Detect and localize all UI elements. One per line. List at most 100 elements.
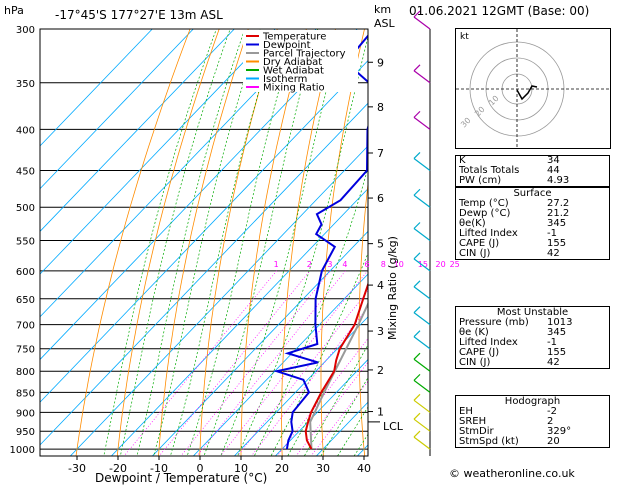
- wind-barb-staff: [413, 258, 431, 272]
- km-tick-label: 9: [377, 56, 384, 69]
- dry-adiabat: [320, 29, 365, 456]
- wind-barb-staff: [413, 312, 431, 326]
- mixing-ratio-line: [180, 270, 331, 456]
- wind-barb-staff: [413, 399, 431, 413]
- mixing-ratio-line: [295, 361, 368, 456]
- wind-barb-flag: [413, 110, 421, 118]
- most_unstable-row: Lifted Index -1: [456, 338, 609, 348]
- surface-row-value: 21.2: [547, 208, 570, 219]
- surface-row: Dewp (°C) 21.2: [456, 209, 609, 219]
- wind-barb-staff: [413, 358, 431, 372]
- hodograph-ring-label: 20: [473, 105, 487, 119]
- most_unstable-row-label: CIN (J): [459, 357, 491, 368]
- wind-barb-flag: [413, 306, 421, 314]
- isotherm-line: [233, 316, 368, 456]
- hodograph-ring-label: 30: [459, 116, 473, 130]
- hodograph-panel: kt 10 20 30: [455, 28, 611, 149]
- km-tick-label: 1: [377, 406, 384, 419]
- legend-label: Dewpoint: [263, 40, 311, 51]
- lcl-label: LCL: [383, 420, 404, 433]
- most_unstable-row-value: -1: [547, 337, 557, 348]
- temperature-tick-label: 0: [197, 462, 204, 475]
- temperature-tick-label: -10: [150, 462, 168, 475]
- wet-adiabat: [103, 29, 217, 456]
- wet-adiabat: [136, 29, 246, 456]
- pressure-tick-label: 550: [16, 236, 35, 247]
- surface-row-label: θe(K): [459, 218, 486, 229]
- hodograph_stats-row: StmDir 329°: [456, 427, 609, 437]
- mixing-ratio-axis-label: Mixing Ratio (g/kg): [386, 236, 399, 340]
- legend-label: Mixing Ratio: [263, 83, 325, 94]
- wind-barb-staff: [413, 336, 431, 350]
- totals-row: Totals Totals 44: [456, 166, 609, 176]
- hodograph_stats-row: StmSpd (kt) 20: [456, 437, 609, 447]
- k-index-value: 34: [547, 155, 560, 166]
- wind-barb-flag: [413, 64, 421, 72]
- wind-barb-flag: [413, 10, 421, 18]
- wind-barb-staff: [413, 228, 431, 241]
- most_unstable-row: CAPE (J) 155: [456, 348, 609, 358]
- wind-barb-flag: [413, 412, 421, 420]
- wind-barb-flag: [413, 430, 421, 438]
- pressure-tick-label: 950: [16, 427, 35, 438]
- hodograph_stats-row-value: -2: [547, 406, 557, 417]
- mixing-ratio-line: [250, 306, 368, 456]
- legend-label: Dry Adiabat: [263, 57, 322, 68]
- hodograph-trace: [516, 85, 538, 101]
- surface-row: CIN (J) 42: [456, 249, 609, 259]
- wet-adiabat: [170, 29, 278, 456]
- temperature-tick-label: -20: [109, 462, 127, 475]
- hpa-label: hPa: [4, 4, 24, 17]
- dry-adiabat: [199, 29, 278, 456]
- legend-label: Parcel Trajectory: [263, 49, 346, 60]
- surface-row-label: Temp (°C): [459, 198, 509, 209]
- x-axis-label: Dewpoint / Temperature (°C): [95, 471, 267, 485]
- mixing-ratio-label: 6: [364, 260, 369, 269]
- mixing-ratio-line: [158, 270, 311, 456]
- pressure-tick-label: 700: [16, 321, 35, 332]
- most_unstable-row: CIN (J) 42: [456, 358, 609, 368]
- wind-barb-staff: [413, 286, 431, 300]
- mixing-ratio-line: [196, 270, 346, 456]
- pressure-tick-label: 600: [16, 267, 35, 278]
- pressure-tick-label: 800: [16, 367, 35, 378]
- wet-adiabat: [203, 29, 319, 456]
- wind-barb-flag: [413, 188, 421, 196]
- hodograph-stats-title: Hodograph: [504, 396, 561, 407]
- km-tick-label: 3: [377, 325, 384, 338]
- pressure-tick-label: 450: [16, 166, 35, 177]
- isotherm-line: [40, 102, 368, 446]
- temperature-tick-label: 10: [234, 462, 248, 475]
- dry-adiabat: [116, 29, 220, 456]
- hodograph-unit-label: kt: [460, 32, 469, 42]
- wind-barb-flag: [413, 252, 421, 260]
- wind-barb-flag: [413, 373, 421, 381]
- surface-row: θe(K) 345: [456, 219, 609, 229]
- hodograph_stats-row-label: SREH: [459, 416, 487, 427]
- isotherm-line: [40, 29, 276, 275]
- dewpoint-line: [272, 34, 368, 450]
- wind-barb-flag: [413, 352, 421, 360]
- wind-barb-flag: [413, 222, 421, 229]
- dry-adiabat: [240, 29, 307, 456]
- wind-barb-staff: [413, 157, 431, 171]
- surface-row-value: 42: [547, 248, 560, 259]
- km-tick-label: 5: [377, 238, 384, 251]
- most-unstable-title: Most Unstable: [496, 307, 569, 318]
- pressure-tick-label: 750: [16, 345, 35, 356]
- wind-barb-staff: [413, 418, 431, 432]
- surface-row-label: CAPE (J): [459, 238, 500, 249]
- surface-row-value: 155: [547, 238, 567, 249]
- legend-box: [243, 30, 358, 92]
- location-title: -17°45'S 177°27'E 13m ASL: [55, 8, 223, 22]
- hodograph-stats-panel: Hodograph EH -2 SREH 2 StmDir 329° StmSpd (kt)…: [455, 395, 610, 448]
- mixing-ratio-label: 10: [394, 260, 404, 269]
- km-tick-label: 2: [377, 364, 384, 377]
- km-label: km: [374, 3, 391, 16]
- mixing-ratio-label: 1: [274, 260, 279, 269]
- pressure-tick-label: 850: [16, 388, 35, 399]
- wet-adiabat: [119, 29, 231, 456]
- wet-adiabat: [337, 406, 368, 456]
- pressure-tick-label: 900: [16, 408, 35, 419]
